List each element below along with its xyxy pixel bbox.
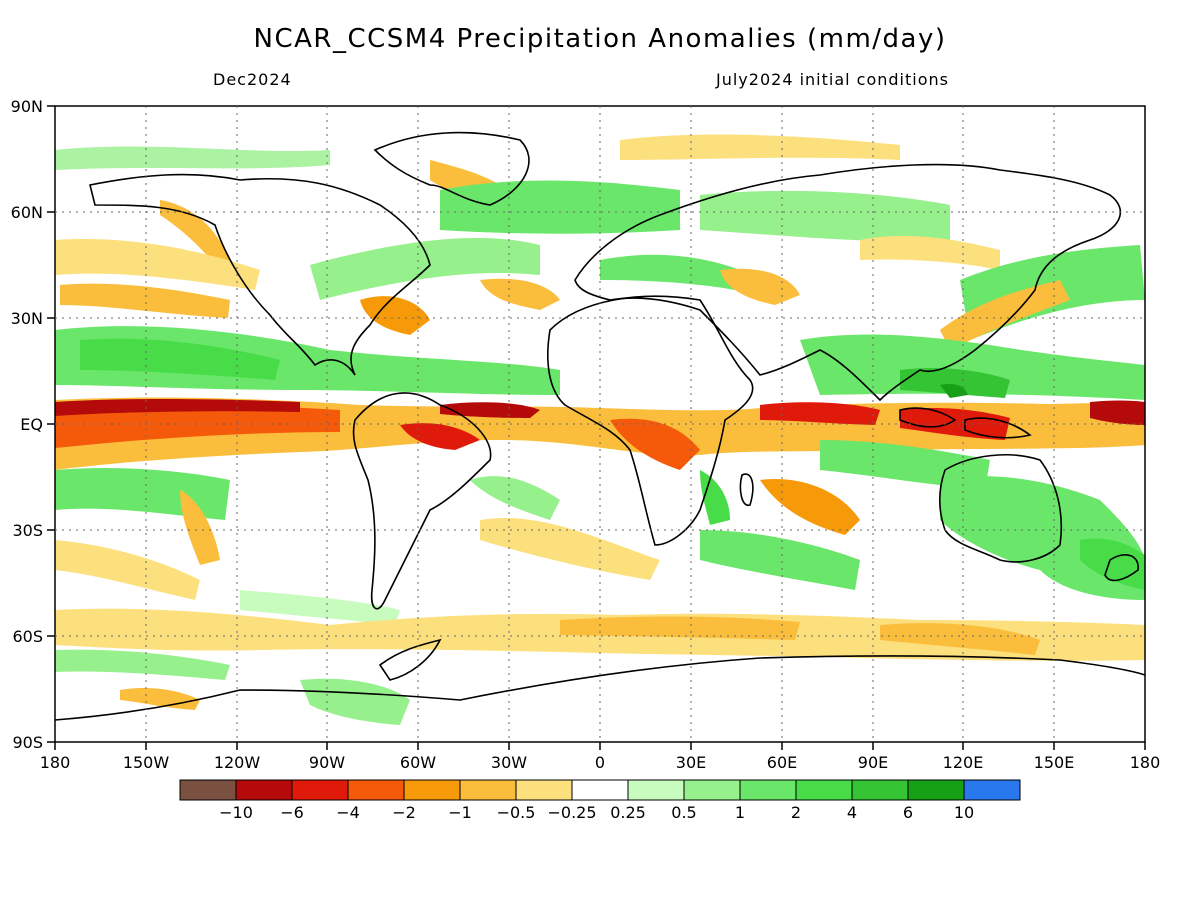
lat-label: 30S <box>12 521 43 540</box>
colorbar-swatch <box>851 779 909 801</box>
lon-axis: 180 150W 120W 90W 60W 30W 0 30E 60E 90E … <box>40 753 1161 772</box>
colorbar-swatch <box>683 779 741 801</box>
colorbar-label: −6 <box>280 803 304 822</box>
lon-label: 120E <box>943 753 984 772</box>
colorbar-label: 0.25 <box>610 803 646 822</box>
colorbar-label: −0.5 <box>497 803 536 822</box>
lon-label: 180 <box>1130 753 1161 772</box>
colorbar-label: 4 <box>847 803 857 822</box>
lon-label: 30E <box>676 753 706 772</box>
lon-label: 150W <box>123 753 170 772</box>
colorbar-label: 10 <box>954 803 974 822</box>
lat-axis: 90N 60N 30N EQ 30S 60S 90S <box>11 97 43 752</box>
colorbar-swatch <box>515 779 573 801</box>
colorbar-label: −10 <box>219 803 253 822</box>
colorbar-swatch <box>347 779 405 801</box>
lon-label: 120W <box>214 753 261 772</box>
colorbar: −10 −6 −4 −2 −1 −0.5 −0.25 0.25 0.5 1 2 4 6 10 <box>179 779 1021 822</box>
map-title: NCAR_CCSM4 Precipitation Anomalies (mm/d… <box>253 24 947 54</box>
lon-label: 30W <box>491 753 527 772</box>
colorbar-swatch <box>907 779 965 801</box>
colorbar-swatch <box>235 779 293 801</box>
colorbar-label: −1 <box>448 803 472 822</box>
colorbar-label: 6 <box>903 803 913 822</box>
colorbar-label: −4 <box>336 803 360 822</box>
lon-label: 0 <box>595 753 605 772</box>
lat-label: 90N <box>11 97 43 116</box>
lat-label: 60S <box>12 627 43 646</box>
colorbar-label: −0.25 <box>547 803 596 822</box>
colorbar-swatch <box>795 779 853 801</box>
lon-label: 180 <box>40 753 71 772</box>
colorbar-swatch <box>179 779 237 801</box>
lat-label: EQ <box>20 415 43 434</box>
lat-label: 30N <box>11 309 43 328</box>
colorbar-swatch <box>627 779 685 801</box>
colorbar-swatch <box>291 779 349 801</box>
valid-month-label: Dec2024 <box>213 70 292 89</box>
init-conditions-label: July2024 initial conditions <box>716 70 949 89</box>
colorbar-label: 0.5 <box>671 803 696 822</box>
colorbar-label: 2 <box>791 803 801 822</box>
axis-ticks <box>47 105 1146 750</box>
colorbar-swatch <box>459 779 517 801</box>
coastlines <box>55 131 1145 721</box>
colorbar-swatch <box>403 779 461 801</box>
lon-label: 90W <box>309 753 345 772</box>
lon-label: 60W <box>400 753 436 772</box>
colorbar-label: −2 <box>392 803 416 822</box>
colorbar-swatch <box>739 779 797 801</box>
lat-label: 60N <box>11 203 43 222</box>
colorbar-label: 1 <box>735 803 745 822</box>
lon-label: 150E <box>1034 753 1075 772</box>
lat-label: 90S <box>12 733 43 752</box>
graticule <box>55 106 1145 742</box>
colorbar-swatch <box>963 779 1021 801</box>
colorbar-swatch <box>571 779 629 801</box>
lon-label: 90E <box>858 753 888 772</box>
lon-label: 60E <box>767 753 797 772</box>
